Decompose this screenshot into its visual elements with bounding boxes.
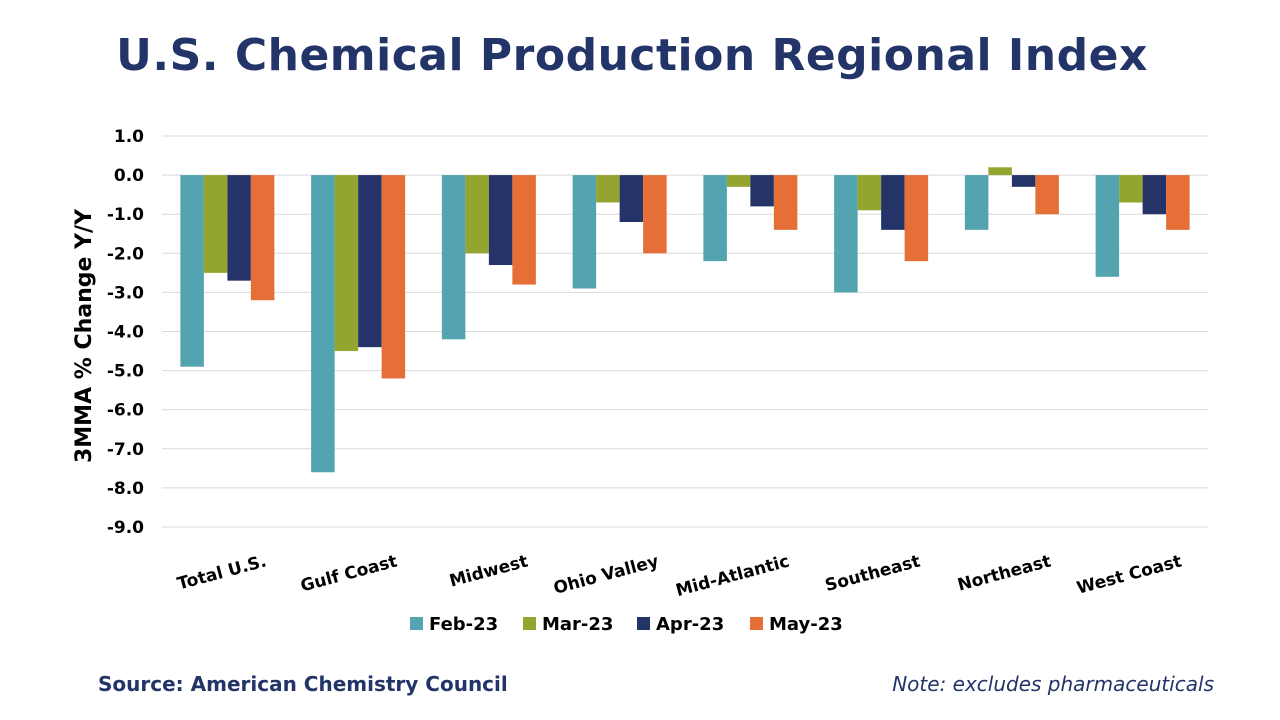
legend-swatch [750,617,763,630]
bar-mar-23-gulf-coast [334,175,359,352]
x-axis-ticks: Total U.S. Gulf Coast Midwest Ohio Valley Mi… [175,552,1184,602]
bar-feb-23-mid-atlantic [703,175,727,262]
x-tick-label: Ohio Valley [551,552,660,599]
legend-label: Mar-23 [542,614,613,635]
bar-apr-23-ohio-valley [619,175,644,223]
bar-feb-23-west-coast [1095,175,1120,277]
bar-mar-23-total-u-s [203,175,228,273]
bars [180,167,1190,473]
bar-apr-23-southeast [881,175,905,230]
bar-apr-23-midwest [488,175,513,266]
chart-title: U.S. Chemical Production Regional Index [116,30,1148,81]
x-tick-label: Gulf Coast [299,552,400,597]
y-axis-ticks: 1.0 0.0 -1.0 -2.0 -3.0 -4.0 -5.0 -6.0 -7.0 -8.0 -9… [107,127,144,538]
bar-may-23-mid-atlantic [773,175,798,230]
bar-feb-23-midwest [441,175,466,340]
legend-label: May-23 [769,614,843,635]
x-tick-label: Northeast [955,552,1053,596]
bar-may-23-southeast [904,175,929,262]
y-tick-label: 0.0 [114,166,144,186]
x-tick-label: Southeast [823,552,922,597]
y-tick-label: -1.0 [107,205,144,225]
bar-may-23-midwest [512,175,536,285]
y-tick-label: -3.0 [107,283,144,303]
legend: Feb-23 Mar-23 Apr-23 May-23 [410,614,843,635]
bar-mar-23-west-coast [1119,175,1143,203]
y-tick-label: 1.0 [114,127,144,147]
bar-apr-23-total-u-s [227,175,251,281]
y-tick-label: -6.0 [107,401,144,421]
x-tick-label: Mid-Atlantic [674,552,792,602]
bar-may-23-gulf-coast [381,175,406,379]
bar-feb-23-gulf-coast [311,175,335,473]
legend-label: Feb-23 [429,614,498,635]
y-tick-label: -8.0 [107,479,144,499]
y-tick-label: -2.0 [107,244,144,264]
legend-swatch [523,617,536,630]
note-text: Note: excludes pharmaceuticals [892,672,1214,696]
bar-feb-23-ohio-valley [572,175,597,289]
y-tick-label: -9.0 [107,518,144,538]
y-tick-label: -4.0 [107,323,144,343]
bar-apr-23-west-coast [1142,175,1167,215]
bar-apr-23-mid-atlantic [750,175,774,207]
bar-feb-23-southeast [834,175,858,293]
source-text: Source: American Chemistry Council [98,672,508,696]
bar-mar-23-northeast [988,167,1012,176]
legend-label: Apr-23 [656,614,724,635]
bar-apr-23-northeast [1011,175,1036,187]
bar-feb-23-northeast [964,175,989,230]
legend-swatch [637,617,650,630]
legend-swatch [410,617,423,630]
x-tick-label: Total U.S. [175,552,268,595]
bar-mar-23-mid-atlantic [726,175,751,187]
y-tick-label: -5.0 [107,362,144,382]
x-tick-label: Midwest [447,552,530,592]
bar-feb-23-total-u-s [180,175,204,367]
bar-mar-23-midwest [465,175,489,254]
y-tick-label: -7.0 [107,440,144,460]
bar-may-23-west-coast [1166,175,1190,230]
bar-mar-23-ohio-valley [596,175,620,203]
y-axis-label: 3MMA % Change Y/Y [72,208,97,463]
bar-may-23-total-u-s [250,175,275,301]
bar-apr-23-gulf-coast [358,175,382,348]
x-tick-label: West Coast [1075,552,1184,599]
bar-mar-23-southeast [857,175,882,211]
bar-may-23-ohio-valley [643,175,667,254]
bar-may-23-northeast [1035,175,1059,215]
